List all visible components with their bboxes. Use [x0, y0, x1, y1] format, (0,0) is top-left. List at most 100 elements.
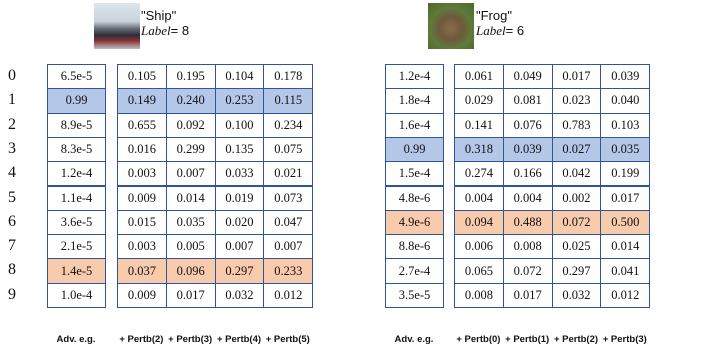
table-cell: 2.7e-4 — [385, 258, 444, 284]
label-word: Label — [476, 23, 506, 38]
table-cell: 0.166 — [502, 161, 553, 187]
table-cell: 0.233 — [263, 258, 314, 284]
column-header: + Pertb(2) — [119, 334, 164, 345]
table-cell: 0.047 — [263, 209, 314, 236]
table-cell: 0.009 — [117, 185, 167, 211]
table-cell: 0.488 — [502, 209, 553, 236]
class-name: "Frog" — [476, 8, 512, 23]
table-cell: 0.014 — [165, 185, 216, 211]
table-cell: 0.500 — [600, 209, 651, 236]
table-cell: 0.040 — [600, 88, 651, 114]
table-cell: 0.009 — [117, 282, 167, 308]
table-cell: 0.039 — [600, 64, 651, 90]
table-cell: 0.032 — [214, 282, 265, 308]
table-cell: 4.9e-6 — [385, 209, 444, 236]
table-cell: 0.141 — [454, 112, 504, 138]
table-cell: 0.072 — [502, 258, 553, 284]
table-cell: 3.6e-5 — [47, 209, 106, 236]
table-cell: 6.5e-5 — [47, 64, 106, 90]
row-label: 3 — [8, 139, 16, 157]
table-cell: 8.3e-5 — [47, 136, 106, 163]
row-label: 7 — [8, 237, 16, 255]
table-cell: 0.029 — [454, 88, 504, 114]
table-cell: 0.234 — [263, 112, 314, 138]
table-cell: 0.023 — [551, 88, 602, 114]
column-header: + Pertb(4) — [216, 334, 262, 345]
table-cell: 0.100 — [214, 112, 265, 138]
ship-image — [94, 3, 140, 49]
table-cell: 0.032 — [551, 282, 602, 308]
table-cell: 0.99 — [385, 136, 444, 163]
column-header: Adv. e.g. — [56, 334, 96, 345]
row-label: 4 — [8, 164, 16, 182]
table-cell: 3.5e-5 — [385, 282, 444, 308]
table-cell: 0.094 — [454, 209, 504, 236]
table-cell: 0.076 — [502, 112, 553, 138]
table-cell: 0.297 — [214, 258, 265, 284]
table-cell: 0.041 — [600, 258, 651, 284]
table-cell: 0.019 — [214, 185, 265, 211]
table-cell: 4.8e-6 — [385, 185, 444, 211]
table-cell: 0.014 — [600, 234, 651, 260]
table-cell: 1.0e-4 — [47, 282, 106, 308]
table-cell: 1.1e-4 — [47, 185, 106, 211]
label-value: = 8 — [170, 23, 190, 38]
table-cell: 1.2e-4 — [385, 64, 444, 90]
column-header: + Pertb(3) — [168, 334, 213, 345]
table-cell: 0.073 — [263, 185, 314, 211]
table-cell: 0.115 — [263, 88, 314, 114]
table-cell: 0.178 — [263, 64, 314, 90]
table-cell: 0.007 — [165, 161, 216, 187]
table-cell: 0.103 — [600, 112, 651, 138]
table-cell: 8.8e-6 — [385, 234, 444, 260]
table-cell: 0.006 — [454, 234, 504, 260]
table-cell: 0.002 — [551, 185, 602, 211]
table-cell: 0.017 — [600, 185, 651, 211]
table-cell: 0.075 — [263, 136, 314, 163]
table-cell: 0.655 — [117, 112, 167, 138]
table-cell: 0.274 — [454, 161, 504, 187]
table-cell: 0.035 — [165, 209, 216, 236]
column-header: + Pertb(2) — [553, 334, 599, 345]
table-cell: 0.061 — [454, 64, 504, 90]
table-cell: 0.092 — [165, 112, 216, 138]
table-cell: 1.8e-4 — [385, 88, 444, 114]
table-cell: 0.072 — [551, 209, 602, 236]
frog-image — [428, 3, 474, 49]
table-cell: 0.042 — [551, 161, 602, 187]
table-cell: 0.008 — [454, 282, 504, 308]
column-header: + Pertb(1) — [505, 334, 550, 345]
table-cell: 0.318 — [454, 136, 504, 163]
table-cell: 0.020 — [214, 209, 265, 236]
table-cell: 0.033 — [214, 161, 265, 187]
table-cell: 0.016 — [117, 136, 167, 163]
table-cell: 8.9e-5 — [47, 112, 106, 138]
table-cell: 0.096 — [165, 258, 216, 284]
caption: "Ship" Label= 8 — [141, 8, 189, 38]
table-cell: 1.5e-4 — [385, 161, 444, 187]
table-cell: 0.199 — [600, 161, 651, 187]
table-cell: 0.004 — [454, 185, 504, 211]
column-header: + Pertb(5) — [265, 334, 310, 345]
table-cell: 0.017 — [502, 282, 553, 308]
table-cell: 0.081 — [502, 88, 553, 114]
table-cell: 0.017 — [165, 282, 216, 308]
table-cell: 1.4e-5 — [47, 258, 106, 284]
table-cell: 0.104 — [214, 64, 265, 90]
table-cell: 0.003 — [117, 234, 167, 260]
row-label: 9 — [8, 285, 16, 303]
table-cell: 0.007 — [214, 234, 265, 260]
column-header: Adv. e.g. — [394, 334, 434, 345]
table-cell: 0.039 — [502, 136, 553, 163]
table-cell: 1.6e-4 — [385, 112, 444, 138]
table-cell: 0.015 — [117, 209, 167, 236]
table-cell: 1.2e-4 — [47, 161, 106, 187]
table-cell: 2.1e-5 — [47, 234, 106, 260]
row-label: 1 — [8, 91, 16, 109]
table-cell: 0.297 — [551, 258, 602, 284]
row-label: 2 — [8, 115, 16, 133]
table-cell: 0.195 — [165, 64, 216, 90]
class-name: "Ship" — [141, 8, 177, 23]
table-cell: 0.017 — [551, 64, 602, 90]
